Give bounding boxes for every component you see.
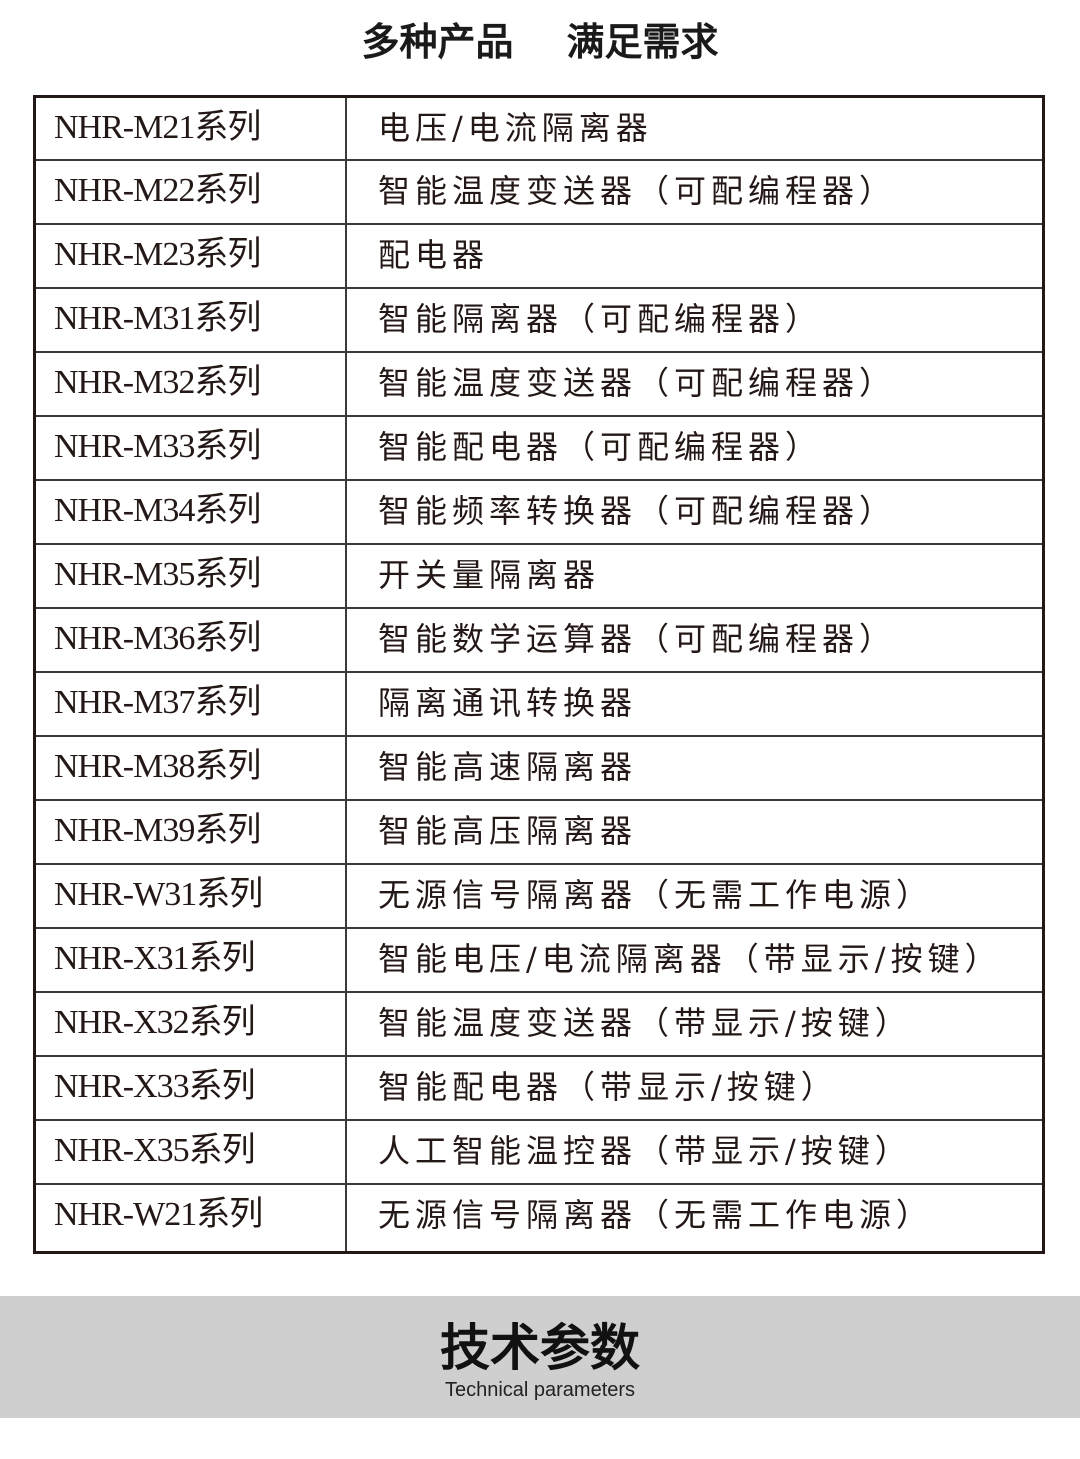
series-cell: NHR-M33系列	[36, 417, 347, 479]
table-row: NHR-M34系列 智能频率转换器（可配编程器）	[36, 479, 1042, 543]
description-cell: 智能电压/电流隔离器（带显示/按键）	[378, 940, 1002, 978]
series-cell: NHR-X32系列	[36, 993, 347, 1055]
table-row: NHR-M32系列 智能温度变送器（可配编程器）	[36, 351, 1042, 415]
table-row: NHR-M39系列 智能高压隔离器	[36, 799, 1042, 863]
description-cell: 智能高压隔离器	[378, 812, 638, 850]
description-cell: 智能温度变送器（可配编程器）	[378, 172, 897, 210]
series-cell: NHR-M35系列	[36, 545, 347, 607]
description-cell: 智能温度变送器（可配编程器）	[378, 364, 897, 402]
description-cell: 隔离通讯转换器	[378, 684, 638, 722]
series-cell: NHR-M22系列	[36, 161, 347, 223]
description-cell: 开关量隔离器	[378, 556, 601, 594]
series-cell: NHR-M31系列	[36, 289, 347, 351]
table-row: NHR-M23系列 配电器	[36, 223, 1042, 287]
series-cell: NHR-M32系列	[36, 353, 347, 415]
series-cell: NHR-X35系列	[36, 1121, 347, 1183]
description-cell: 智能数学运算器（可配编程器）	[378, 620, 897, 658]
description-cell: 智能配电器（可配编程器）	[378, 428, 823, 466]
description-cell: 智能温度变送器（带显示/按键）	[378, 1004, 912, 1042]
description-cell: 配电器	[378, 236, 490, 274]
section-title: 技术参数	[440, 1319, 640, 1377]
section-banner: 技术参数 Technical parameters	[0, 1296, 1080, 1418]
description-cell: 无源信号隔离器（无需工作电源）	[378, 1196, 934, 1234]
table-row: NHR-M31系列 智能隔离器（可配编程器）	[36, 287, 1042, 351]
product-table: NHR-M21系列 电压/电流隔离器 NHR-M22系列 智能温度变送器（可配编程器）…	[33, 95, 1045, 1254]
table-row: NHR-M21系列 电压/电流隔离器	[36, 98, 1042, 159]
series-cell: NHR-M36系列	[36, 609, 347, 671]
series-cell: NHR-M39系列	[36, 801, 347, 863]
description-cell: 智能配电器（带显示/按键）	[378, 1068, 838, 1106]
table-row: NHR-X35系列 人工智能温控器（带显示/按键）	[36, 1119, 1042, 1183]
series-cell: NHR-M37系列	[36, 673, 347, 735]
description-cell: 智能高速隔离器	[378, 748, 638, 786]
table-row: NHR-M35系列 开关量隔离器	[36, 543, 1042, 607]
description-cell: 智能隔离器（可配编程器）	[378, 300, 823, 338]
description-cell: 无源信号隔离器（无需工作电源）	[378, 876, 934, 914]
table-row: NHR-W21系列 无源信号隔离器（无需工作电源）	[36, 1183, 1042, 1251]
description-cell: 电压/电流隔离器	[378, 109, 653, 147]
section-subtitle: Technical parameters	[444, 1379, 636, 1401]
table-row: NHR-W31系列 无源信号隔离器（无需工作电源）	[36, 863, 1042, 927]
series-cell: NHR-M38系列	[36, 737, 347, 799]
description-cell: 人工智能温控器（带显示/按键）	[378, 1132, 912, 1170]
table-row: NHR-M36系列 智能数学运算器（可配编程器）	[36, 607, 1042, 671]
series-cell: NHR-X33系列	[36, 1057, 347, 1119]
table-row: NHR-X32系列 智能温度变送器（带显示/按键）	[36, 991, 1042, 1055]
series-cell: NHR-M34系列	[36, 481, 347, 543]
series-cell: NHR-M23系列	[36, 225, 347, 287]
page-title: 多种产品 满足需求	[361, 20, 719, 64]
series-cell: NHR-X31系列	[36, 929, 347, 991]
series-cell: NHR-W31系列	[36, 865, 347, 927]
table-row: NHR-M22系列 智能温度变送器（可配编程器）	[36, 159, 1042, 223]
table-row: NHR-X31系列 智能电压/电流隔离器（带显示/按键）	[36, 927, 1042, 991]
table-row: NHR-M33系列 智能配电器（可配编程器）	[36, 415, 1042, 479]
table-row: NHR-M37系列 隔离通讯转换器	[36, 671, 1042, 735]
description-cell: 智能频率转换器（可配编程器）	[378, 492, 897, 530]
series-cell: NHR-M21系列	[36, 98, 347, 159]
table-row: NHR-M38系列 智能高速隔离器	[36, 735, 1042, 799]
series-cell: NHR-W21系列	[36, 1185, 347, 1251]
table-row: NHR-X33系列 智能配电器（带显示/按键）	[36, 1055, 1042, 1119]
